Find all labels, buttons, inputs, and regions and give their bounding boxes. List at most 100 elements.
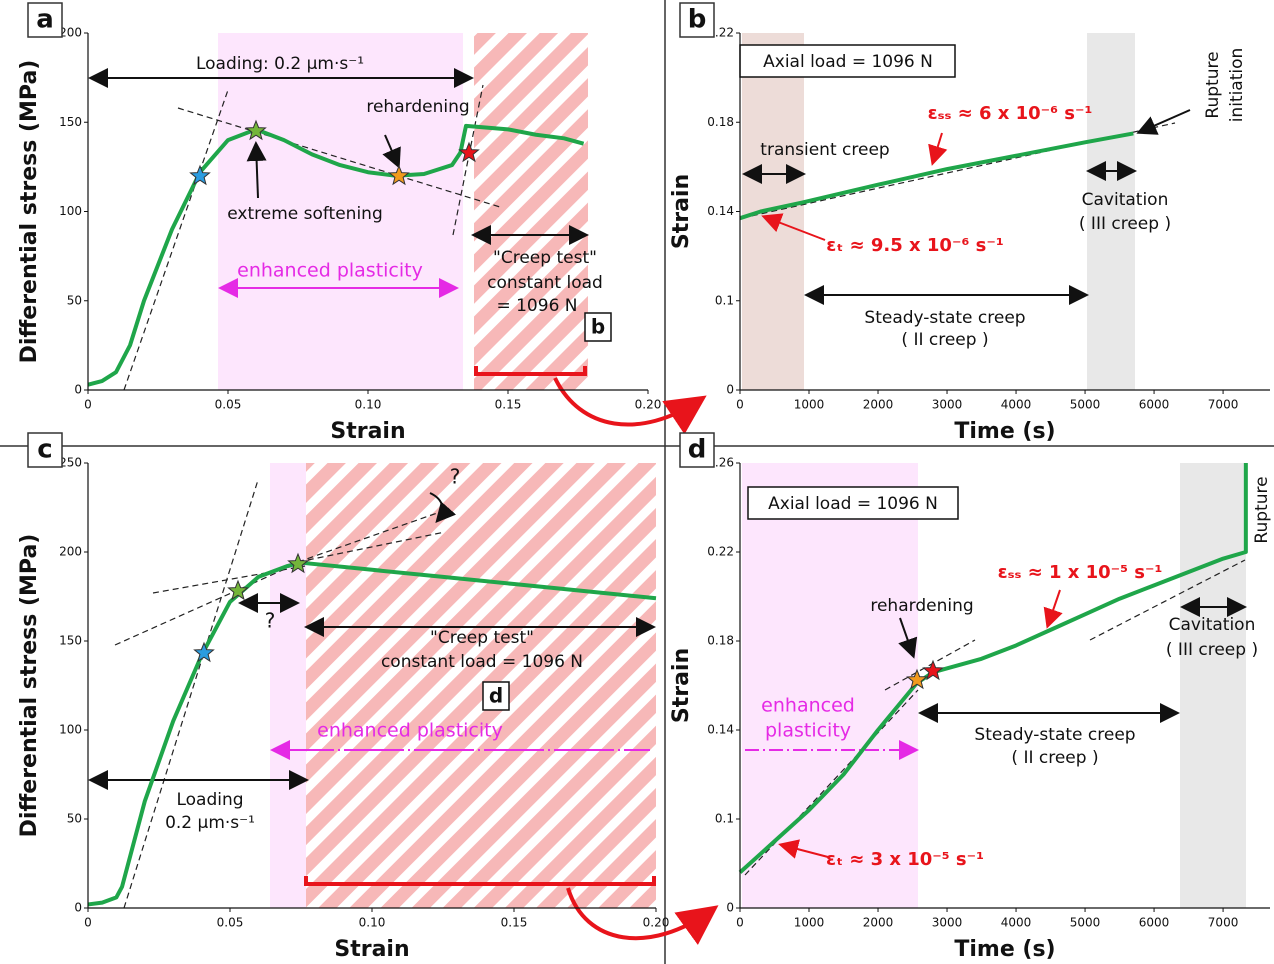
- annotation: εₜ ≈ 9.5 x 10⁻⁶ s⁻¹: [826, 235, 1003, 256]
- panel-label: b: [688, 5, 707, 35]
- panel-label-box: [679, 2, 715, 38]
- y-axis-label: Strain: [669, 648, 694, 723]
- y-tick-label: 0.1: [715, 812, 734, 826]
- guides: [88, 44, 1247, 945]
- x-tick-label: 2000: [863, 398, 894, 412]
- y-tick-label: 0.18: [707, 634, 734, 648]
- arrow: [246, 141, 267, 199]
- y-tick-label: 50: [67, 293, 82, 307]
- y-tick-label: 200: [59, 545, 82, 559]
- x-tick-label: 7000: [1208, 916, 1239, 930]
- y-tick-label: 200: [59, 26, 82, 40]
- plasticity-region: [218, 33, 463, 390]
- x-tick-label: 0: [736, 916, 744, 930]
- fit-line: [1089, 559, 1246, 641]
- annotation: 0.2 µm·s⁻¹: [165, 813, 255, 833]
- fit-line: [452, 84, 484, 236]
- link-arrow: [566, 887, 719, 945]
- annotation: "Creep test": [493, 248, 597, 268]
- x-tick-label: 0.05: [217, 916, 244, 930]
- panel-label-box: [27, 2, 63, 38]
- fit-line: [741, 122, 1176, 219]
- annotation: enhanced plasticity: [237, 260, 423, 282]
- y-axis-label: Differential stress (MPa): [17, 534, 42, 838]
- arrow: [898, 617, 918, 659]
- star: [194, 642, 214, 662]
- panel-label-box: [27, 432, 63, 468]
- backgrounds: [218, 33, 1246, 908]
- x-tick-label: 0.10: [359, 916, 386, 930]
- arrow: [928, 132, 948, 166]
- bracket: [474, 366, 587, 376]
- x-tick-label: 1000: [794, 916, 825, 930]
- fit-line: [114, 559, 306, 646]
- load-box: [747, 486, 959, 520]
- arrow: [1043, 589, 1063, 629]
- y-tick-label: 0.14: [707, 723, 734, 737]
- annotation: εₛₛ ≈ 1 x 10⁻⁵ s⁻¹: [998, 562, 1163, 583]
- fit-line: [152, 565, 306, 594]
- arrow: [382, 134, 401, 169]
- annotation: Loading: [176, 790, 243, 810]
- data-line: [87, 123, 585, 387]
- annotation: plasticity: [765, 720, 851, 742]
- y-tick-label: 250: [59, 456, 82, 470]
- x-tick-label: 7000: [1208, 398, 1239, 412]
- cavitation-region: [1180, 463, 1246, 908]
- x-tick-label: 0: [736, 398, 744, 412]
- inset-box: [584, 312, 612, 342]
- panel-label: d: [688, 435, 707, 465]
- arrow: [429, 492, 457, 524]
- creep-region: [474, 33, 588, 390]
- annotation: ?: [265, 609, 276, 633]
- x-tick-label: 5000: [1070, 916, 1101, 930]
- annotation: Steady-state creep: [864, 308, 1025, 328]
- x-tick-label: 0.15: [501, 916, 528, 930]
- annotation: ( II creep ): [1011, 748, 1098, 768]
- arrow: [1136, 109, 1191, 135]
- data-line: [738, 463, 1248, 874]
- annotation: Loading: 0.2 µm·s⁻¹: [196, 54, 364, 74]
- y-tick-label: 150: [59, 634, 82, 648]
- panel-label-box: [679, 432, 715, 468]
- annotation: constant load = 1096 N: [381, 652, 583, 672]
- x-tick-label: 5000: [1070, 398, 1101, 412]
- y-tick-label: 100: [59, 204, 82, 218]
- annotation: rehardening: [366, 97, 469, 117]
- fit-line: [123, 479, 259, 909]
- annotation: extreme softening: [227, 204, 383, 224]
- plasticity-region: [742, 463, 918, 908]
- y-axis-label: Strain: [669, 174, 694, 249]
- x-tick-label: 0.15: [495, 398, 522, 412]
- y-tick-label: 0.22: [707, 545, 734, 559]
- annotation: ( III creep ): [1079, 214, 1171, 234]
- x-tick-label: 4000: [1001, 916, 1032, 930]
- y-tick-label: 0: [74, 383, 82, 397]
- creep-region: [306, 463, 656, 908]
- x-tick-label: 0.05: [215, 398, 242, 412]
- annotation: Axial load = 1096 N: [763, 52, 933, 72]
- fit-line: [884, 639, 976, 691]
- plasticity-region: [270, 463, 306, 908]
- fit-line: [297, 511, 441, 563]
- data-line: [87, 560, 657, 907]
- annotation: constant load: [487, 273, 603, 293]
- x-axis-label: Time (s): [954, 937, 1055, 962]
- y-tick-label: 50: [67, 812, 82, 826]
- annotation: transient creep: [760, 140, 889, 160]
- cavitation-region: [1087, 33, 1135, 390]
- bracket: [304, 876, 656, 886]
- x-axis-label: Time (s): [954, 419, 1055, 444]
- panel-label: c: [37, 435, 52, 465]
- annotation: ( III creep ): [1166, 640, 1258, 660]
- x-axis-label: Strain: [334, 937, 409, 962]
- y-tick-label: 0.18: [707, 115, 734, 129]
- inset-box: [482, 681, 510, 711]
- annotation: "Creep test": [430, 628, 534, 648]
- annotation: d: [489, 684, 503, 708]
- annotation: Cavitation: [1082, 190, 1169, 210]
- annotation: enhanced plasticity: [317, 720, 503, 742]
- arrow: [761, 213, 826, 241]
